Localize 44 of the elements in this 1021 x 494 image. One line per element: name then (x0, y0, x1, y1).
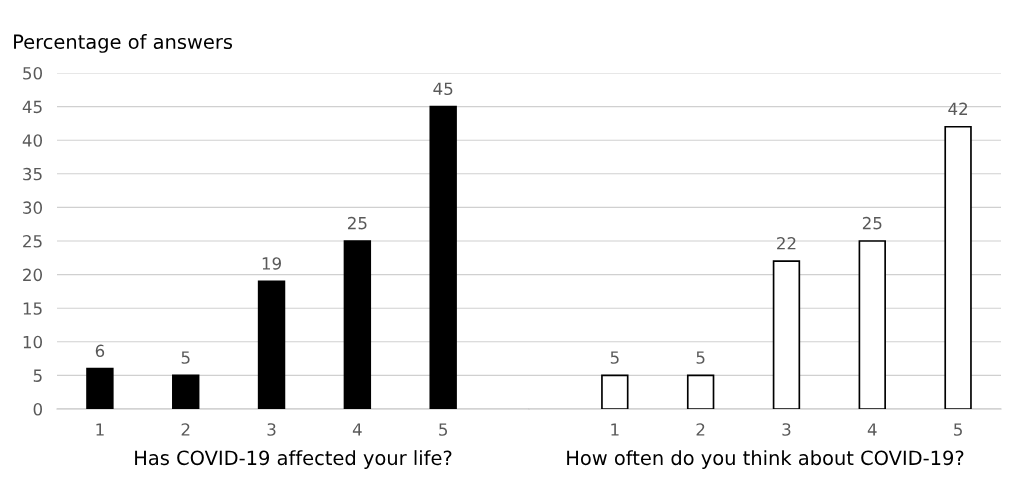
bar (944, 125, 972, 409)
y-tick-label: 35 (23, 167, 42, 181)
y-tick-label: 0 (33, 402, 42, 416)
data-label: 25 (347, 216, 367, 230)
bar (772, 260, 801, 409)
x-tick-label: 1 (611, 423, 619, 436)
data-label: 5 (696, 351, 705, 364)
x-tick-label: 5 (954, 423, 962, 436)
data-label: 5 (181, 351, 190, 364)
x-tick-label: 4 (352, 423, 362, 436)
bar (172, 374, 200, 409)
y-tick-label: 50 (23, 66, 42, 80)
x-axis-title: How often do you think about COVID-19? (567, 450, 964, 469)
y-tick-label: 20 (23, 268, 42, 282)
x-tick-label: 5 (439, 423, 448, 436)
bar (86, 367, 114, 409)
data-label: 19 (262, 257, 281, 270)
x-tick-label: 3 (782, 423, 791, 436)
x-axis-title: Has COVID-19 affected your life? (135, 450, 452, 469)
x-tick-label: 1 (96, 423, 104, 436)
x-tick-label: 4 (867, 423, 877, 436)
data-label: 6 (95, 344, 105, 358)
y-tick-label: 5 (33, 369, 42, 382)
y-tick-label: 40 (22, 134, 42, 147)
data-label: 25 (862, 216, 882, 230)
y-tick-label: 25 (23, 234, 42, 248)
y-axis-title: Percentage of answers (14, 34, 233, 53)
y-tick-label: 10 (23, 335, 42, 349)
bar (257, 280, 286, 409)
data-label: 22 (777, 236, 796, 250)
data-label: 5 (610, 351, 619, 364)
bar (858, 240, 886, 409)
bar (343, 240, 372, 409)
bar (601, 374, 629, 409)
x-tick-label: 2 (181, 423, 190, 436)
y-tick-label: 45 (22, 100, 42, 114)
bar (686, 374, 715, 409)
data-label: 42 (948, 102, 968, 115)
x-tick-label: 2 (696, 423, 705, 436)
y-tick-label: 30 (23, 201, 42, 214)
data-label: 45 (433, 82, 453, 96)
x-tick-label: 3 (267, 423, 276, 436)
bar (429, 105, 457, 409)
y-tick-label: 15 (23, 302, 42, 315)
